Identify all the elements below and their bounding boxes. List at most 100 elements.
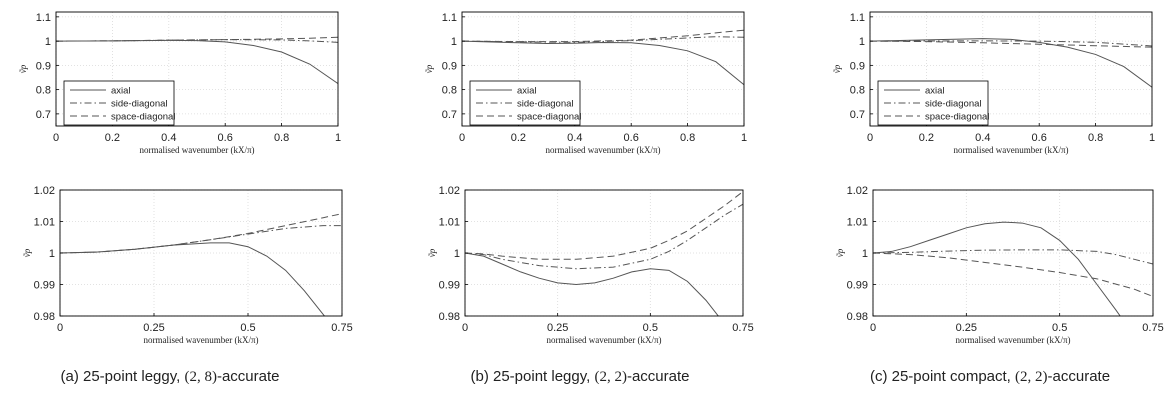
legend-label-axial: axial: [111, 86, 131, 97]
y-tick-label: 0.9: [36, 60, 51, 72]
y-tick-label: 1.1: [850, 12, 865, 24]
x-tick-label: 0.2: [511, 132, 526, 144]
x-tick-label: 0.6: [1032, 132, 1047, 144]
x-tick-label: 0.75: [1142, 322, 1163, 334]
y-tick-label: 0.98: [847, 311, 868, 323]
caption-c: (c) 25-point compact, (2, 2)-accurate: [820, 368, 1160, 386]
y-tick-label: 1.01: [847, 217, 868, 229]
x-axis-label: normalised wavenumber (kX/π): [545, 145, 660, 155]
x-axis-label: normalised wavenumber (kX/π): [546, 335, 661, 345]
x-tick-label: 0.8: [680, 132, 695, 144]
axes-box: [55, 11, 339, 127]
chart-panel-a-top: 0 0.2 0.4 0.6 0.8 1 0.7 0.8 0.9 1 1.1 normalised wa…: [18, 11, 341, 155]
x-tick-label: 0.4: [567, 132, 582, 144]
x-tick-label: 0: [459, 132, 465, 144]
x-tick-label: 0.6: [218, 132, 233, 144]
y-tick-label: 1: [862, 248, 868, 260]
y-axis-label: ṽp: [424, 64, 434, 73]
y-axis-label: ṽp: [835, 248, 845, 257]
y-tick-label: 1: [859, 36, 865, 48]
y-tick-label: 0.98: [34, 311, 55, 323]
y-tick-label: 1: [49, 248, 55, 260]
series-line-space-diagonal: [873, 252, 1153, 297]
series-line-side-diagonal: [873, 249, 1153, 265]
legend-label-space-diagonal: space-diagonal: [111, 112, 175, 123]
caption-c-prefix: (c) 25-point compact,: [869, 368, 1016, 385]
legend-box: [877, 80, 989, 126]
x-tick-label: 0: [870, 322, 876, 334]
y-tick-label: 1.02: [34, 185, 55, 197]
legend-label-side-diagonal: side-diagonal: [111, 99, 168, 110]
y-tick-label: 1.02: [847, 185, 868, 197]
caption-b-math: (2, 2): [594, 369, 627, 385]
x-tick-label: 0: [57, 322, 63, 334]
series-line-side-diagonal: [465, 203, 743, 270]
y-tick-label: 0.99: [847, 280, 868, 292]
x-tick-label: 0.2: [105, 132, 120, 144]
x-axis-label: normalised wavenumber (kX/π): [955, 335, 1070, 345]
caption-a-math: (2, 8): [184, 369, 217, 385]
legend-label-side-diagonal: side-diagonal: [517, 99, 574, 110]
y-tick-label: 1.01: [439, 217, 460, 229]
x-tick-label: 0: [53, 132, 59, 144]
series-line-axial: [870, 38, 1152, 88]
y-axis-label: ṽp: [427, 248, 437, 257]
y-tick-label: 1: [451, 36, 457, 48]
x-tick-label: 0.5: [643, 322, 658, 334]
y-tick-label: 0.8: [850, 85, 865, 97]
chart-panel-b-top: 0 0.2 0.4 0.6 0.8 1 0.7 0.8 0.9 1 1.1 normalised wa…: [424, 11, 747, 155]
y-axis-label: ṽp: [22, 248, 32, 257]
x-tick-label: 0.5: [240, 322, 255, 334]
series-line-side-diagonal: [870, 40, 1152, 47]
series-line-space-diagonal: [56, 36, 338, 42]
x-tick-label: 0: [462, 322, 468, 334]
series-line-axial: [462, 40, 744, 86]
y-tick-label: 0.7: [442, 109, 457, 121]
chart-panel-c-top: 0 0.2 0.4 0.6 0.8 1 0.7 0.8 0.9 1 1.1 normalised wa…: [832, 11, 1155, 155]
x-tick-label: 0.25: [143, 322, 164, 334]
x-tick-label: 0.6: [624, 132, 639, 144]
chart-panel-a-bottom: 0 0.25 0.5 0.75 0.98 0.99 1 1.01 1.02 normalised …: [22, 185, 353, 345]
chart-panel-b-bottom: 0 0.25 0.5 0.75 0.98 0.99 1 1.01 1.02 normalised …: [427, 185, 754, 345]
y-tick-label: 1: [454, 248, 460, 260]
axes-box: [461, 11, 745, 127]
caption-b-prefix: (b) 25-point leggy,: [470, 368, 595, 385]
series-line-space-diagonal: [870, 40, 1152, 48]
x-tick-label: 0.75: [331, 322, 352, 334]
legend-label-space-diagonal: space-diagonal: [517, 112, 581, 123]
legend-label-axial: axial: [517, 86, 537, 97]
legend: axial side-diagonal space-diagonal: [877, 80, 989, 126]
caption-c-math: (2, 2): [1015, 369, 1048, 385]
caption-a: (a) 25-point leggy, (2, 8)-accurate: [0, 368, 340, 386]
y-tick-label: 0.8: [36, 85, 51, 97]
caption-b: (b) 25-point leggy, (2, 2)-accurate: [410, 368, 750, 386]
series-line-space-diagonal: [60, 213, 342, 254]
x-tick-label: 0.2: [919, 132, 934, 144]
x-axis-label: normalised wavenumber (kX/π): [953, 145, 1068, 155]
x-axis-label: normalised wavenumber (kX/π): [139, 145, 254, 155]
x-tick-label: 1: [741, 132, 747, 144]
y-axis-label: ṽp: [18, 64, 28, 73]
caption-b-suffix: -accurate: [626, 368, 690, 385]
series-line-space-diagonal: [465, 191, 743, 260]
x-tick-label: 0.8: [1088, 132, 1103, 144]
y-tick-label: 0.7: [850, 109, 865, 121]
x-tick-label: 0.5: [1052, 322, 1067, 334]
series-line-axial: [873, 221, 1121, 316]
series-line-axial: [465, 252, 719, 316]
legend-label-side-diagonal: side-diagonal: [925, 99, 982, 110]
legend-label-axial: axial: [925, 86, 945, 97]
legend-box: [63, 80, 175, 126]
y-tick-label: 0.7: [36, 109, 51, 121]
x-tick-label: 0.25: [547, 322, 568, 334]
x-axis-label: normalised wavenumber (kX/π): [143, 335, 258, 345]
legend-label-space-diagonal: space-diagonal: [925, 112, 989, 123]
y-tick-label: 0.99: [439, 280, 460, 292]
series-line-axial: [56, 39, 338, 84]
x-tick-label: 0.75: [732, 322, 753, 334]
caption-c-suffix: -accurate: [1047, 368, 1111, 385]
series-line-space-diagonal: [462, 29, 744, 43]
legend: axial side-diagonal space-diagonal: [63, 80, 175, 126]
legend: axial side-diagonal space-diagonal: [469, 80, 581, 126]
